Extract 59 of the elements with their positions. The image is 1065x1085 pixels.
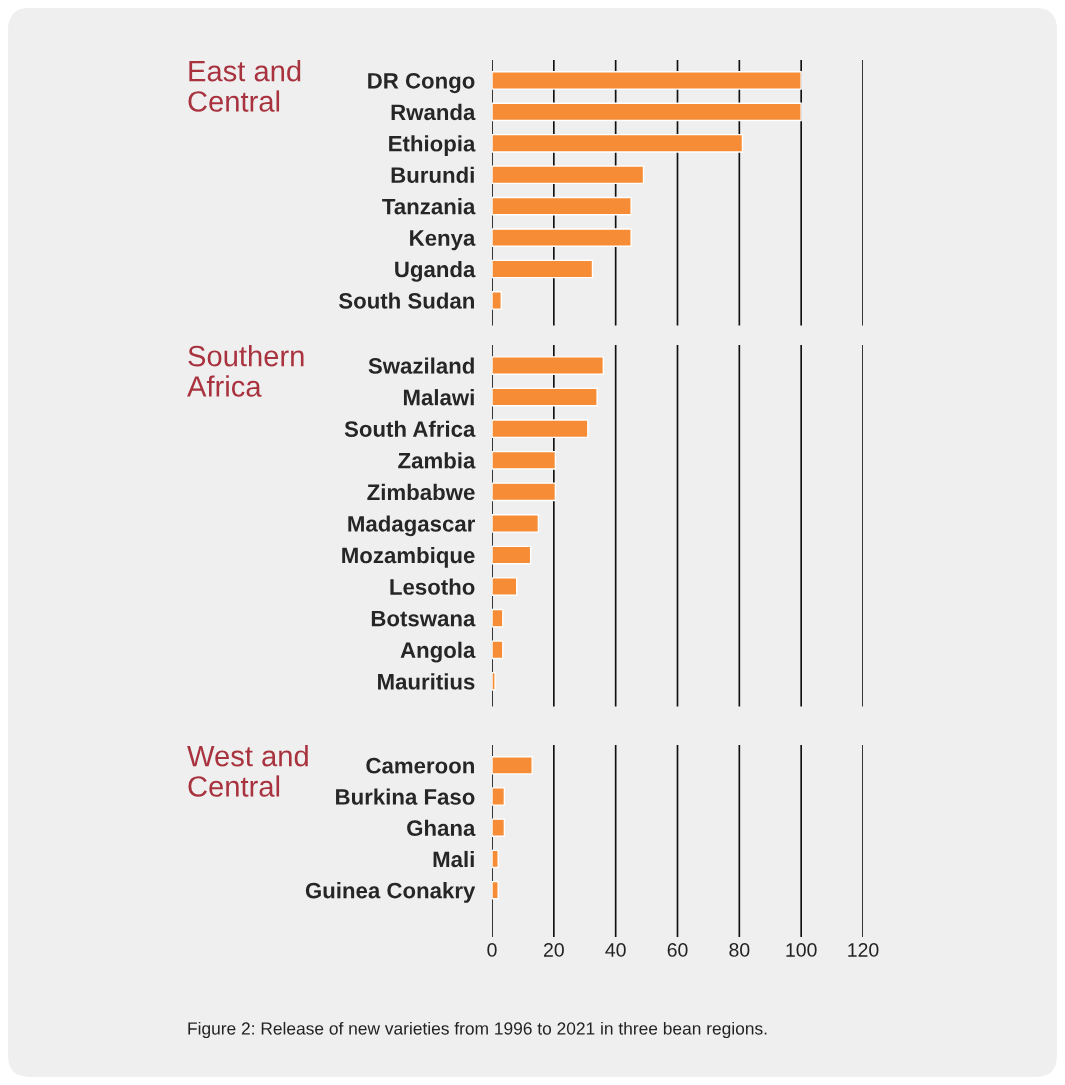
bar (492, 165, 645, 185)
y-tick-label: Uganda (395, 260, 476, 282)
bar (492, 640, 504, 660)
y-tick-label: Mauritius (378, 673, 475, 690)
bar (492, 787, 506, 806)
bar (492, 387, 598, 407)
bar (492, 849, 499, 869)
bar (492, 419, 589, 439)
bar (492, 482, 557, 502)
y-tick-label: Ethiopia (389, 135, 476, 156)
x-tick-label: 40 (605, 943, 626, 957)
bar (492, 228, 632, 247)
bar (492, 608, 504, 628)
bar (492, 671, 496, 691)
caption: Figure 2: Release of new varieties from 1996 to 2021 in three bean regions. (188, 1021, 767, 1039)
y-tick-label: Malawi (403, 389, 474, 406)
y-tick-label: Guinea Conakry (305, 882, 476, 903)
y-tick-label: Cameroon (366, 757, 474, 774)
y-tick-label: Angola (400, 641, 476, 663)
x-tick-label: 80 (729, 943, 750, 957)
x-tick-label: 120 (848, 943, 879, 957)
bar (492, 71, 802, 90)
bar (492, 450, 557, 470)
bar (492, 880, 499, 900)
y-tick-label: Lesotho (390, 578, 475, 595)
y-tick-label: Zimbabwe (367, 483, 475, 501)
y-tick-label: DR Congo (368, 72, 475, 94)
y-tick-label: South Africa (344, 420, 476, 437)
bar (492, 545, 532, 565)
bar (492, 756, 533, 775)
y-tick-label: South Sudan (338, 292, 474, 309)
x-tick-label: 20 (544, 943, 564, 957)
bar (492, 818, 506, 838)
bar (492, 102, 802, 122)
y-tick-label: Ghana (407, 819, 476, 836)
bar (492, 133, 744, 153)
y-tick-label: Swaziland (368, 357, 474, 374)
text: West and Central (187, 745, 308, 797)
y-tick-label: Zambia (398, 452, 476, 469)
y-tick-label: Rwanda (391, 103, 476, 121)
y-tick-label: Tanzania (382, 198, 476, 215)
y-tick-label: Botswana (371, 610, 476, 627)
x-tick-label: 100 (786, 943, 817, 957)
x-tick-label: 0 (487, 943, 497, 957)
bar (492, 291, 502, 310)
bar (492, 356, 604, 375)
y-tick-label: Burkina Faso (336, 788, 475, 805)
bar (492, 577, 518, 596)
text: East and Central (188, 60, 301, 112)
bar (492, 196, 632, 216)
bar (492, 514, 540, 533)
text: Southern Africa (187, 345, 304, 397)
y-tick-label: Mozambique (342, 546, 475, 568)
y-tick-label: Mali (433, 850, 474, 868)
bar (492, 259, 594, 279)
x-tick-label: 60 (667, 943, 688, 957)
y-tick-label: Kenya (410, 230, 476, 251)
y-tick-label: Madagascar (348, 515, 476, 537)
y-tick-label: Burundi (391, 166, 474, 183)
